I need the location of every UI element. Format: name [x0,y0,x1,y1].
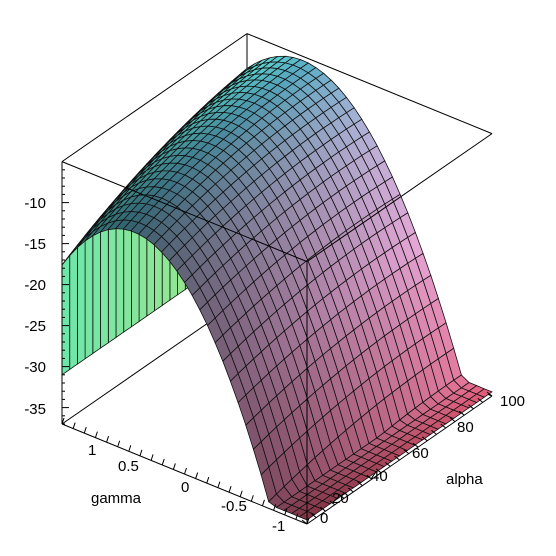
gamma-tick [261,499,265,506]
box-edge [61,33,248,163]
z-tick-label: -25 [24,318,46,335]
gamma-tick [195,472,199,479]
bounding-box-front [61,133,493,525]
alpha-tick [440,423,447,429]
gamma-tick-label: 0 [181,479,189,496]
alpha-tick [310,513,317,518]
alpha-tick [486,391,493,397]
alpha-axis: 0 20 40 60 80 100 alpha [320,393,525,527]
gamma-tick [94,431,98,438]
alpha-tick-label: 60 [412,445,429,462]
alpha-tick [477,398,484,403]
box-edge [306,133,493,263]
gamma-tick [117,440,121,447]
alpha-tick [449,417,456,422]
gamma-tick [72,422,76,429]
alpha-tick [458,410,465,416]
gamma-tick [284,508,288,516]
surface-side-cell [61,253,71,376]
gamma-tick [206,476,210,484]
surface-side-cell [69,244,78,371]
gamma-tick [217,481,221,488]
gamma-tick [228,486,232,493]
gamma-tick [83,426,87,434]
gamma-tick [250,495,254,502]
alpha-tick [431,430,437,435]
gamma-tick [184,467,187,475]
alpha-tick [338,494,345,499]
alpha-tick [421,436,428,442]
alpha-tick [394,455,400,461]
gamma-tick-label: 1 [88,442,96,459]
alpha-tick [366,474,373,480]
alpha-tick-label: 40 [371,468,388,485]
gamma-tick-label: 0.5 [118,458,139,475]
alpha-tick [347,487,354,493]
z-tick-label: -30 [24,359,46,376]
alpha-tick [403,449,410,454]
gamma-tick [161,458,165,466]
gamma-tick [128,445,132,452]
alpha-tick-label: 0 [320,510,328,527]
box-edge [246,33,493,135]
alpha-axis-label: alpha [446,471,483,488]
gamma-axis: 1 0.5 0 -0.5 -1 gamma [88,442,285,535]
alpha-tick [384,462,391,467]
surface-side-cell [84,224,94,360]
alpha-tick [357,481,363,486]
z-tick-label: -20 [24,277,46,294]
gamma-tick [273,504,277,511]
gamma-tick [139,449,143,456]
gamma-axis-label: gamma [91,490,142,507]
gamma-tick-label: -1 [272,518,285,535]
alpha-tick-label: 100 [500,393,525,410]
z-axis: -10 -15 -20 -25 -30 -35 [24,195,46,418]
z-tick-label: -35 [24,401,46,418]
alpha-tick [320,506,326,512]
gamma-tick-label: -0.5 [221,498,247,515]
alpha-tick [329,500,336,506]
box-edge [61,161,308,263]
surface-side-cell [92,215,101,355]
z-tick-label: -15 [24,236,46,253]
gamma-tick [61,417,65,425]
gamma-tick [306,517,310,525]
alpha-tick [412,442,419,448]
alpha-tick-label: 20 [332,490,349,507]
gamma-tick [150,454,154,461]
gamma-tick [239,490,243,497]
gamma-tick [106,436,110,443]
alpha-tick [375,468,382,474]
gamma-tick [295,513,299,520]
alpha-tick [468,404,474,410]
surface-side-cell [77,234,86,365]
alpha-tick [301,519,308,525]
alpha-tick-label: 80 [457,419,474,436]
gamma-tick [172,463,176,470]
surface-mesh [61,55,493,521]
z-tick-label: -10 [24,195,46,212]
